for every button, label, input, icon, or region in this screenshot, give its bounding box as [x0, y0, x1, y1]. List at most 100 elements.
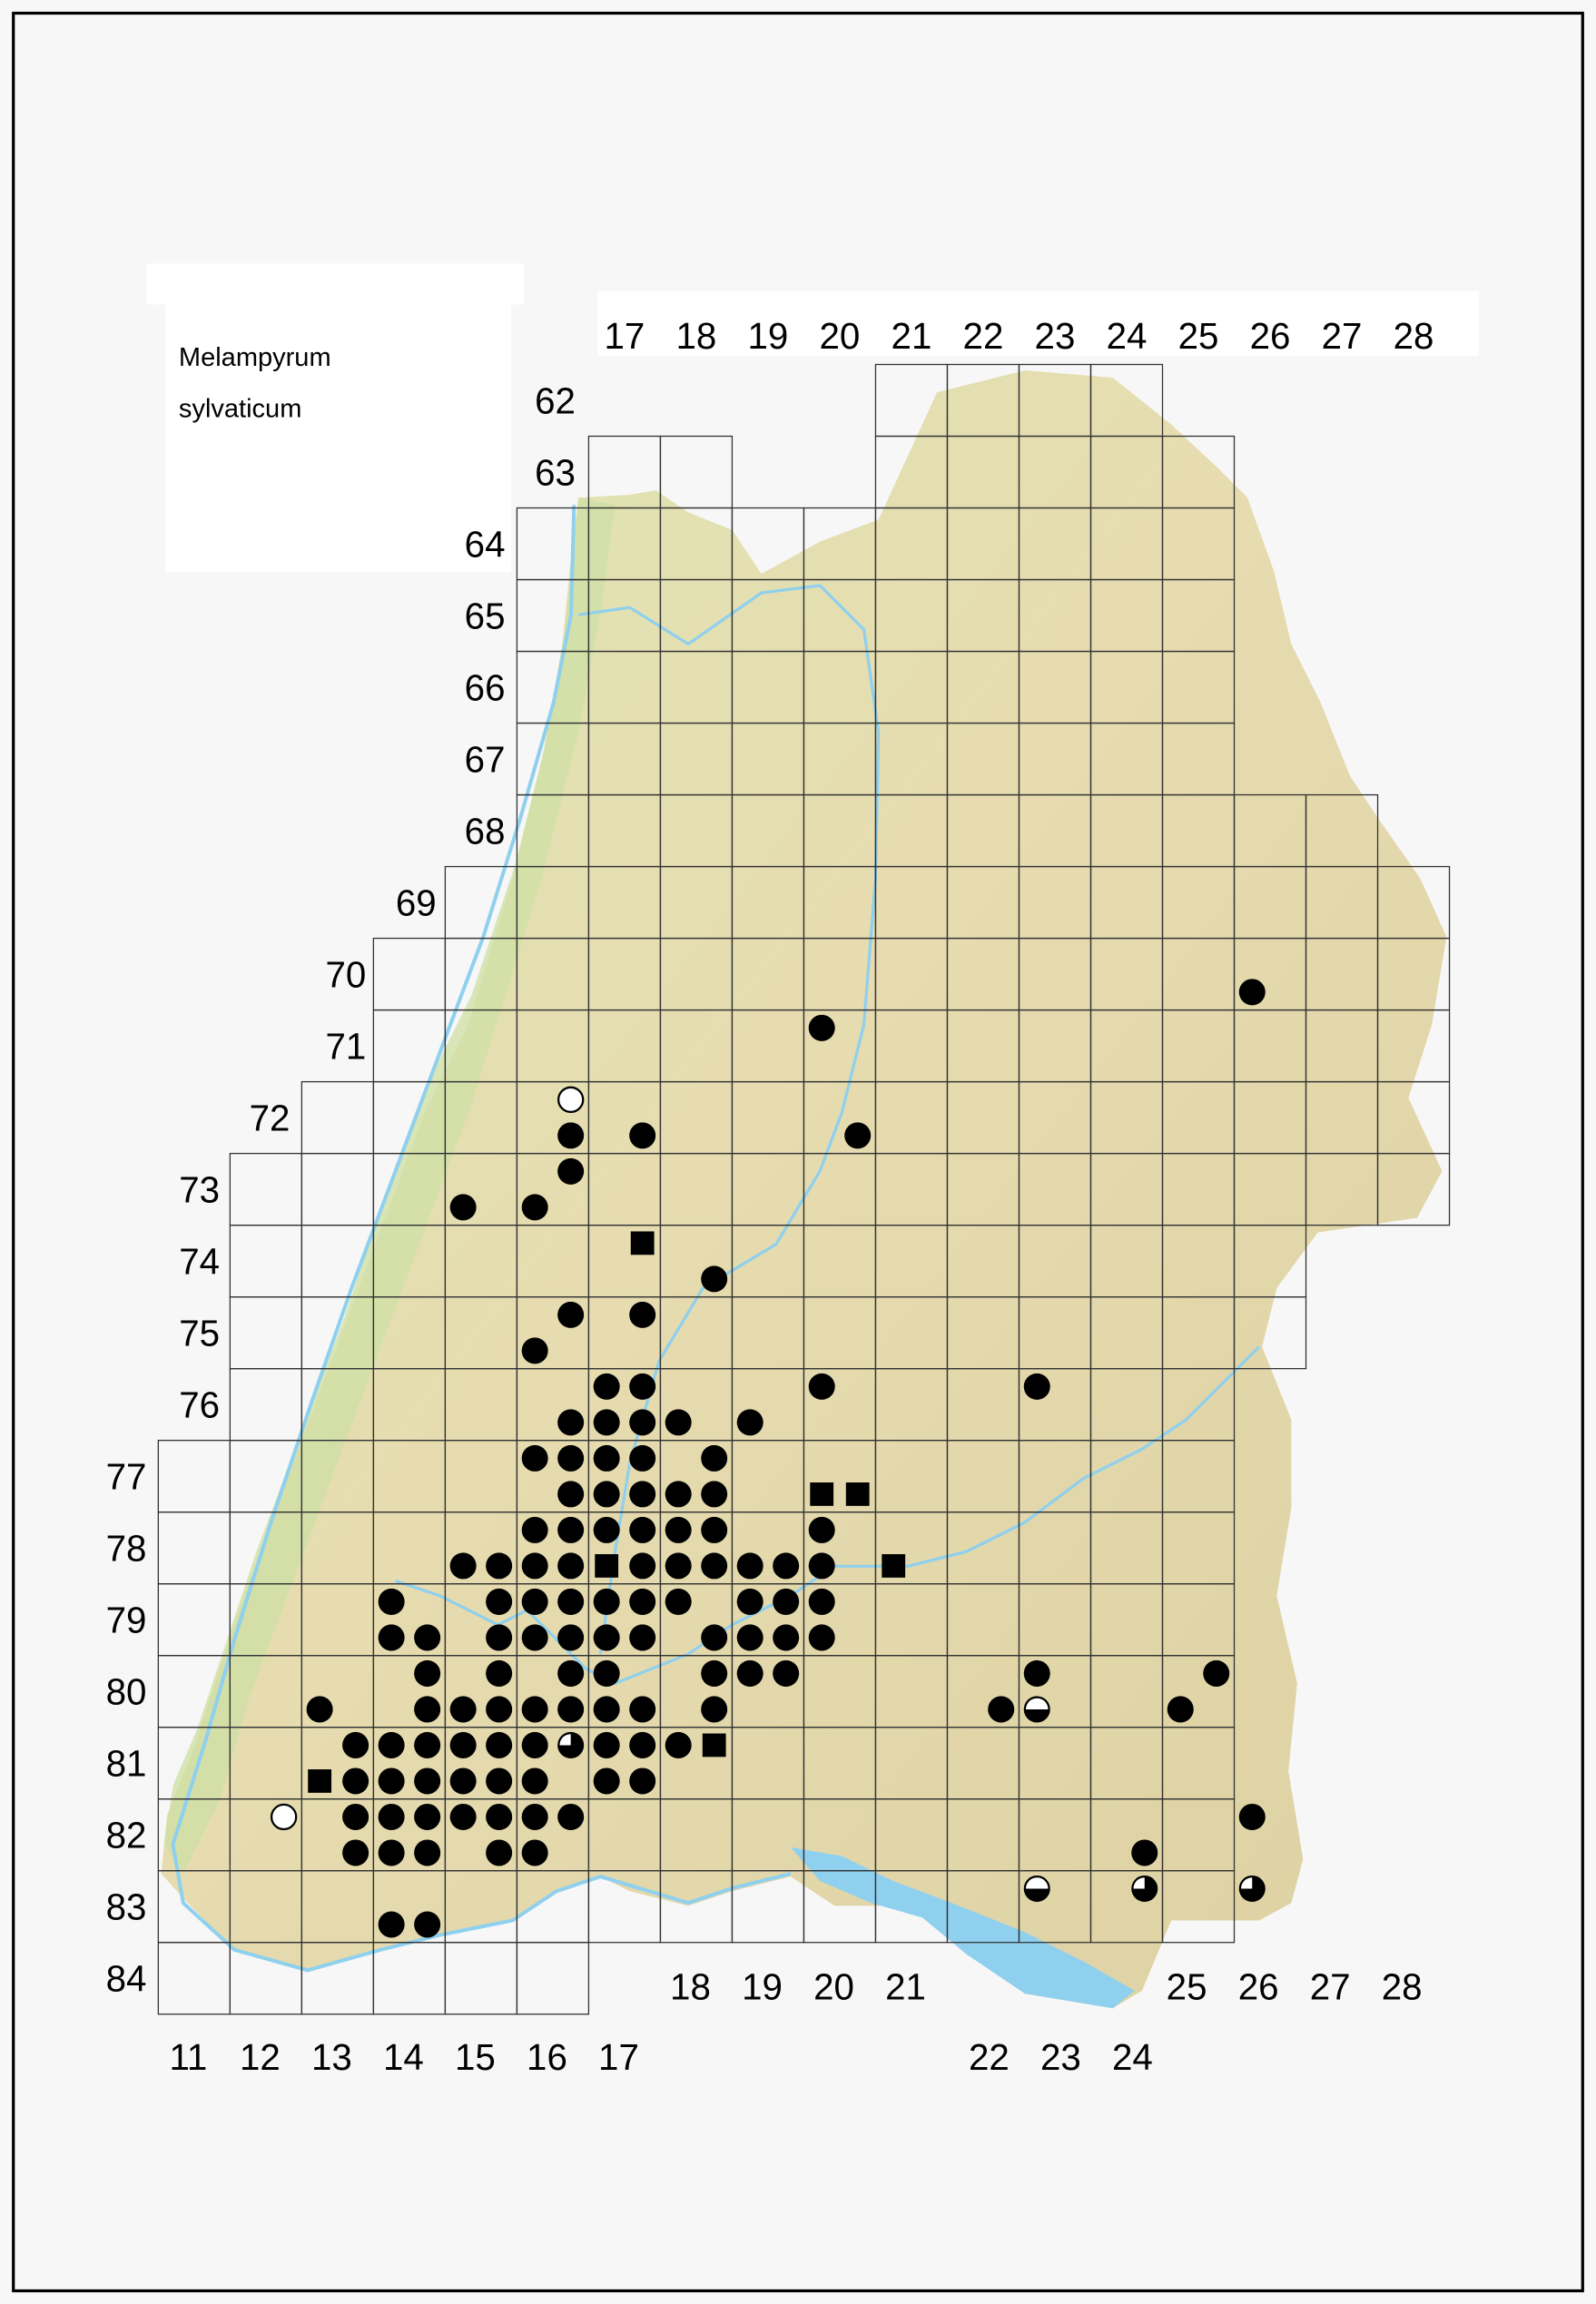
record-filled-circle [808, 1588, 835, 1615]
record-filled-circle [736, 1552, 764, 1580]
grid-label: 67 [465, 740, 506, 781]
record-filled-square [595, 1554, 619, 1578]
grid-label: 82 [106, 1816, 147, 1856]
rhine-river [171, 505, 792, 1973]
grid-label: 17 [598, 2037, 639, 2078]
record-filled-circle [736, 1588, 764, 1615]
grid-label: 81 [106, 1744, 147, 1785]
record-filled-circle [414, 1839, 441, 1866]
grid-label: 64 [465, 525, 506, 566]
grid-label: 23 [1035, 316, 1076, 357]
record-filled-circle [1023, 1373, 1050, 1400]
record-filled-circle [414, 1767, 441, 1795]
record-filled-circle [808, 1552, 835, 1580]
grid-cell [1233, 1295, 1307, 1370]
record-filled-circle [1167, 1696, 1194, 1723]
grid-label: 25 [1178, 316, 1219, 357]
record-filled-circle [701, 1481, 728, 1508]
record-filled-circle [701, 1265, 728, 1293]
record-filled-circle [593, 1696, 620, 1723]
record-filled-circle [1238, 979, 1266, 1006]
legend-top-strip [146, 263, 525, 305]
grid-label: 20 [820, 316, 861, 357]
record-filled-circle [378, 1767, 405, 1795]
grid-label: 11 [169, 2037, 207, 2078]
record-filled-circle [342, 1767, 369, 1795]
quarter-circle-white [1241, 1877, 1253, 1889]
record-filled-circle [665, 1552, 692, 1580]
record-filled-circle [736, 1659, 764, 1687]
grid-cell [1376, 1152, 1451, 1226]
record-filled-square [630, 1231, 655, 1255]
left-row-labels: 62 63 64 65 66 67 68 69 70 71 72 73 74 75 76 77 78 79 80 81… [106, 381, 576, 2000]
record-filled-circle [486, 1588, 513, 1615]
record-filled-circle [557, 1588, 585, 1615]
record-filled-circle [665, 1731, 692, 1758]
record-filled-circle [629, 1624, 656, 1651]
record-filled-circle [521, 1194, 548, 1221]
record-filled-circle [629, 1444, 656, 1472]
record-filled-square [702, 1733, 726, 1758]
record-filled-circle [414, 1696, 441, 1723]
record-filled-circle [808, 1516, 835, 1543]
grid-label: 84 [106, 1959, 147, 2000]
half-circle-white [1025, 1698, 1049, 1709]
record-filled-circle [521, 1839, 548, 1866]
record-filled-circle [593, 1409, 620, 1436]
record-filled-circle [521, 1337, 548, 1364]
record-filled-circle [557, 1624, 585, 1651]
record-filled-circle [486, 1552, 513, 1580]
grid-label: 77 [106, 1457, 147, 1498]
bottom-column-labels: 11 12 13 14 15 16 17 18 19 20 21 22 23 24 25 26 27 28 [169, 1967, 1422, 2078]
record-filled-circle [306, 1696, 333, 1723]
grid-label: 27 [1310, 1967, 1351, 2008]
record-filled-circle [557, 1409, 585, 1436]
record-symbols [270, 979, 1266, 1938]
grid-label: 21 [892, 316, 932, 357]
record-filled-circle [449, 1552, 477, 1580]
grid-label: 69 [396, 883, 437, 924]
record-filled-circle [629, 1552, 656, 1580]
record-filled-circle [665, 1481, 692, 1508]
record-filled-circle [629, 1122, 656, 1149]
grid-label: 28 [1382, 1967, 1423, 2008]
grid-label: 15 [455, 2037, 496, 2078]
lake-constance [790, 1846, 1135, 2009]
record-half-circle [1023, 1696, 1050, 1723]
record-filled-circle [414, 1803, 441, 1830]
record-filled-circle [486, 1767, 513, 1795]
record-filled-circle [629, 1588, 656, 1615]
record-filled-square [810, 1482, 834, 1506]
record-filled-circle [593, 1624, 620, 1651]
species-name-line1: Melampyrum [179, 343, 331, 372]
record-filled-circle [557, 1481, 585, 1508]
record-filled-circle [701, 1659, 728, 1687]
grid-cell [516, 1942, 590, 2015]
record-filled-circle [665, 1409, 692, 1436]
record-filled-circle [414, 1624, 441, 1651]
record-filled-circle [773, 1659, 800, 1687]
record-filled-circle [521, 1767, 548, 1795]
record-filled-circle [342, 1731, 369, 1758]
record-filled-circle [486, 1839, 513, 1866]
record-filled-circle [593, 1444, 620, 1472]
grid-label: 21 [885, 1967, 926, 2008]
record-filled-circle [378, 1588, 405, 1615]
record-filled-circle [593, 1481, 620, 1508]
record-filled-circle [557, 1803, 585, 1830]
grid-label: 20 [813, 1967, 854, 2008]
record-filled-circle [629, 1516, 656, 1543]
record-filled-circle [701, 1696, 728, 1723]
record-filled-circle [449, 1194, 477, 1221]
grid-label: 80 [106, 1672, 147, 1713]
grid-label: 66 [465, 668, 506, 709]
record-filled-circle [629, 1696, 656, 1723]
grid-label: 75 [179, 1314, 220, 1354]
record-filled-circle [486, 1803, 513, 1830]
grid-label: 83 [106, 1887, 147, 1928]
record-filled-circle [521, 1552, 548, 1580]
record-filled-circle [557, 1122, 585, 1149]
record-filled-circle [665, 1516, 692, 1543]
record-filled-circle [486, 1731, 513, 1758]
record-filled-circle [449, 1767, 477, 1795]
